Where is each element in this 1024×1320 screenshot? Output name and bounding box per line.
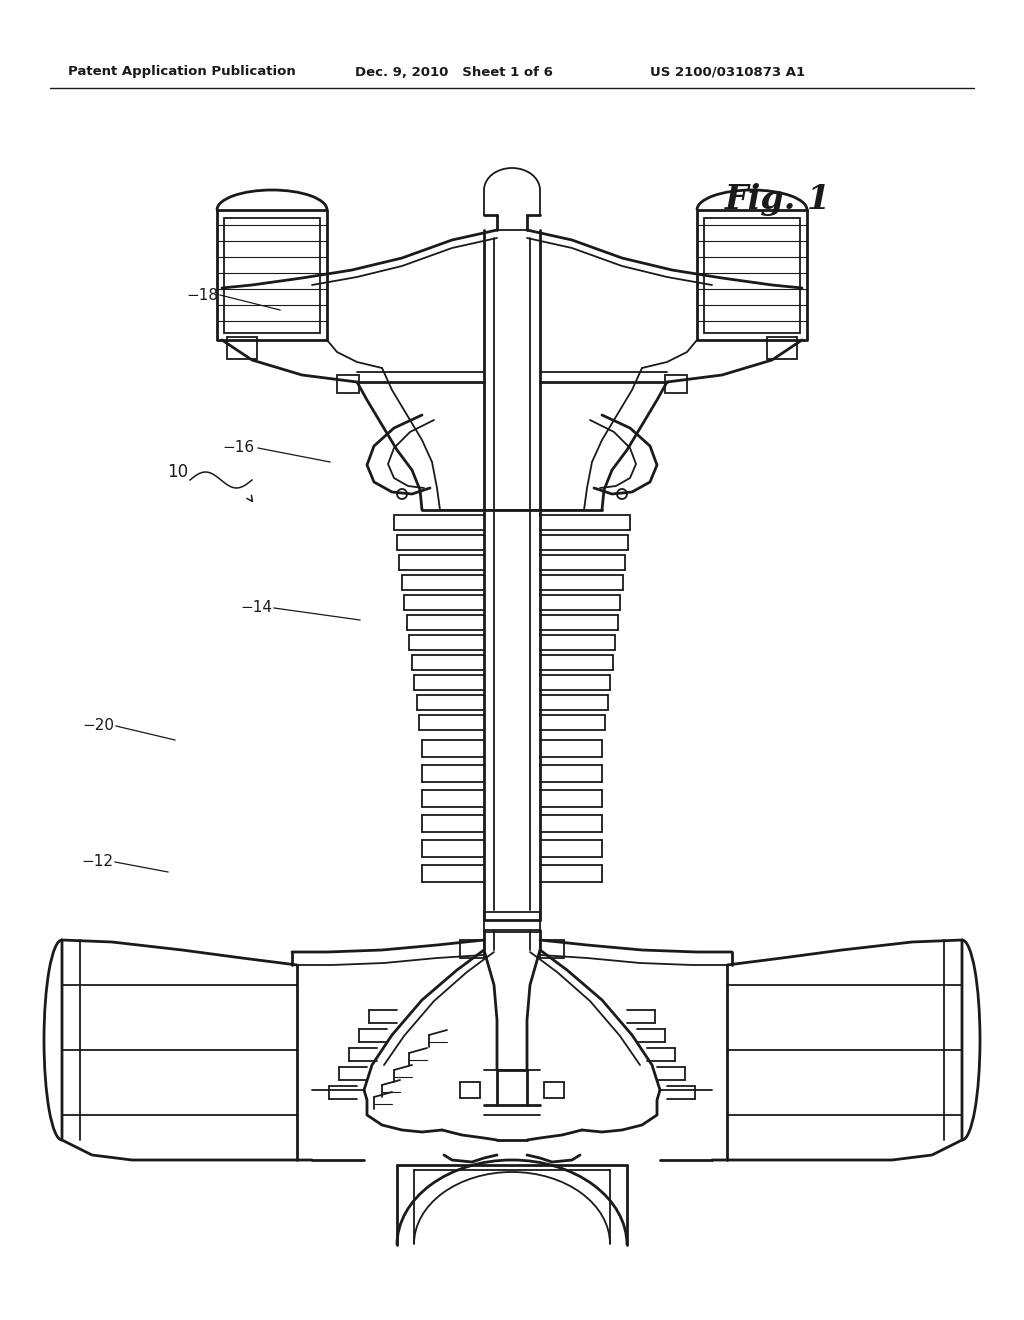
- Bar: [460, 1082, 480, 1098]
- Bar: [540, 940, 564, 958]
- Bar: [705, 218, 800, 333]
- Bar: [767, 337, 797, 359]
- Text: −12: −12: [81, 854, 113, 870]
- Text: US 2100/0310873 A1: US 2100/0310873 A1: [650, 66, 805, 78]
- Bar: [484, 912, 540, 932]
- Text: −18: −18: [186, 288, 218, 302]
- Text: Fig. 1: Fig. 1: [725, 183, 831, 216]
- Text: Patent Application Publication: Patent Application Publication: [68, 66, 296, 78]
- Bar: [337, 375, 359, 393]
- Bar: [227, 337, 257, 359]
- Text: −20: −20: [82, 718, 114, 734]
- Bar: [544, 1082, 564, 1098]
- Bar: [665, 375, 687, 393]
- Text: 10: 10: [168, 463, 188, 480]
- Text: −14: −14: [240, 601, 272, 615]
- Text: −16: −16: [223, 441, 255, 455]
- Bar: [460, 940, 484, 958]
- Bar: [224, 218, 319, 333]
- Text: Dec. 9, 2010   Sheet 1 of 6: Dec. 9, 2010 Sheet 1 of 6: [355, 66, 553, 78]
